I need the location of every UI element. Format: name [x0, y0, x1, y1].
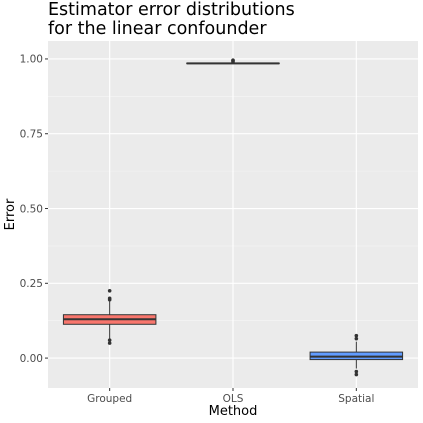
axis-ticks: 0.00 0.25 0.50 0.75 1.00 Grouped OLS Spatial — [20, 54, 375, 405]
outlier-point — [107, 341, 112, 345]
outlier-point — [107, 297, 112, 302]
outlier-point — [354, 333, 359, 338]
x-tick-label: Grouped — [87, 393, 132, 405]
chart-title-line-1: Estimator error distributions — [48, 0, 295, 20]
outlier-point — [354, 369, 359, 374]
boxes — [62, 58, 404, 377]
box-spatial — [309, 333, 404, 377]
y-tick-label: 1.00 — [20, 54, 43, 66]
outlier-point — [231, 58, 235, 62]
outlier-point — [107, 338, 112, 342]
y-tick-label: 0.25 — [20, 278, 43, 290]
y-tick-label: 0.50 — [20, 203, 43, 215]
outlier-point — [107, 288, 112, 293]
box-grouped — [62, 288, 157, 345]
x-tick-label: OLS — [223, 393, 244, 405]
y-tick-label: 0.00 — [20, 353, 43, 365]
x-axis-title: Method — [209, 404, 258, 419]
x-tick-label: Spatial — [338, 393, 374, 405]
y-tick-label: 0.75 — [20, 129, 43, 141]
box-ols — [186, 58, 280, 65]
outlier-point — [354, 372, 359, 377]
chart-title-line-2: for the linear confounder — [48, 19, 267, 39]
chart-title: Estimator error distributions for the li… — [48, 1, 295, 39]
y-axis-title: Error — [3, 198, 18, 230]
outlier-point — [354, 336, 359, 341]
